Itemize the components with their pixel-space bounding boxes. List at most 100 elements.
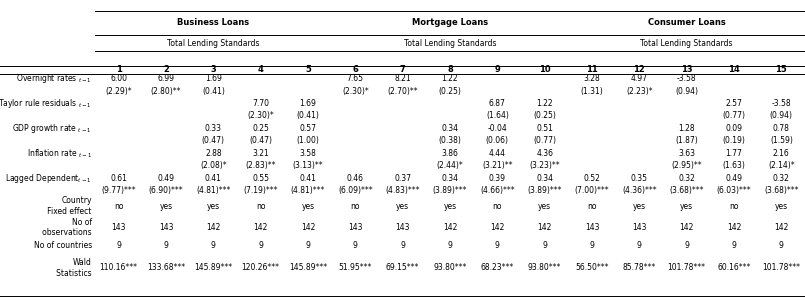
Text: 3.86: 3.86 [442, 149, 458, 158]
Text: Total Lending Standards: Total Lending Standards [404, 39, 496, 48]
Text: 1.28: 1.28 [679, 124, 695, 133]
Text: 110.16***: 110.16*** [100, 263, 138, 272]
Text: (2.95)**: (2.95)** [671, 161, 702, 170]
Text: (1.63): (1.63) [723, 161, 745, 170]
Text: 9: 9 [589, 241, 594, 250]
Text: 143: 143 [632, 223, 646, 232]
Text: 9: 9 [543, 241, 547, 250]
Text: 15: 15 [775, 65, 787, 74]
Text: 56.50***: 56.50*** [576, 263, 609, 272]
Text: (2.08)*: (2.08)* [200, 161, 227, 170]
Text: 142: 142 [727, 223, 741, 232]
Text: 0.49: 0.49 [158, 174, 175, 183]
Text: 9: 9 [732, 241, 737, 250]
Text: Total Lending Standards: Total Lending Standards [167, 39, 259, 48]
Text: 0.33: 0.33 [204, 124, 222, 133]
Text: 0.34: 0.34 [536, 174, 553, 183]
Text: (4.81)***: (4.81)*** [196, 186, 230, 195]
Text: (0.94): (0.94) [675, 87, 698, 96]
Text: 9: 9 [400, 241, 405, 250]
Text: (9.77)***: (9.77)*** [101, 186, 136, 195]
Text: 0.35: 0.35 [631, 174, 648, 183]
Text: -0.04: -0.04 [488, 124, 507, 133]
Text: (2.83)**: (2.83)** [246, 161, 276, 170]
Text: 93.80***: 93.80*** [433, 263, 467, 272]
Text: 9: 9 [353, 241, 357, 250]
Text: 101.78***: 101.78*** [667, 263, 706, 272]
Text: 0.32: 0.32 [773, 174, 790, 183]
Text: 2.57: 2.57 [725, 99, 742, 108]
Text: 1: 1 [116, 65, 122, 74]
Text: (2.70)**: (2.70)** [387, 87, 418, 96]
Text: (0.47): (0.47) [202, 136, 225, 145]
Text: 9: 9 [779, 241, 784, 250]
Text: (0.41): (0.41) [202, 87, 225, 96]
Text: 145.89***: 145.89*** [289, 263, 327, 272]
Text: 0.34: 0.34 [441, 124, 459, 133]
Text: 93.80***: 93.80*** [528, 263, 561, 272]
Text: yes: yes [301, 202, 315, 211]
Text: (4.81)***: (4.81)*** [291, 186, 325, 195]
Text: 0.61: 0.61 [110, 174, 127, 183]
Text: 0.09: 0.09 [725, 124, 742, 133]
Text: 120.26***: 120.26*** [242, 263, 279, 272]
Text: 9: 9 [684, 241, 689, 250]
Text: 9: 9 [494, 65, 500, 74]
Text: (0.38): (0.38) [439, 136, 461, 145]
Text: 9: 9 [211, 241, 216, 250]
Text: no: no [350, 202, 360, 211]
Text: 4: 4 [258, 65, 263, 74]
Text: 0.52: 0.52 [584, 174, 601, 183]
Text: no: no [729, 202, 739, 211]
Text: no: no [114, 202, 123, 211]
Text: 60.16***: 60.16*** [717, 263, 751, 272]
Text: 7.70: 7.70 [252, 99, 269, 108]
Text: 1.69: 1.69 [205, 74, 221, 83]
Text: 142: 142 [443, 223, 457, 232]
Text: (1.59): (1.59) [770, 136, 793, 145]
Text: 9: 9 [637, 241, 642, 250]
Text: 6: 6 [353, 65, 358, 74]
Text: 0.34: 0.34 [441, 174, 459, 183]
Text: (4.83)***: (4.83)*** [386, 186, 420, 195]
Text: Mortgage Loans: Mortgage Loans [412, 18, 488, 27]
Text: (0.47): (0.47) [250, 136, 272, 145]
Text: (2.30)*: (2.30)* [247, 111, 274, 120]
Text: (0.77): (0.77) [533, 136, 556, 145]
Text: 51.95***: 51.95*** [339, 263, 372, 272]
Text: 143: 143 [584, 223, 599, 232]
Text: (1.31): (1.31) [580, 87, 604, 96]
Text: 3.63: 3.63 [678, 149, 696, 158]
Text: 142: 142 [490, 223, 505, 232]
Text: yes: yes [633, 202, 646, 211]
Text: (6.90)***: (6.90)*** [149, 186, 184, 195]
Text: 85.78***: 85.78*** [623, 263, 656, 272]
Text: 0.46: 0.46 [347, 174, 364, 183]
Text: 2.16: 2.16 [773, 149, 790, 158]
Text: Taylor rule residuals $_{t-1}$: Taylor rule residuals $_{t-1}$ [0, 97, 92, 110]
Text: (2.80)**: (2.80)** [151, 87, 181, 96]
Text: 145.89***: 145.89*** [194, 263, 233, 272]
Text: 5: 5 [305, 65, 311, 74]
Text: 0.41: 0.41 [205, 174, 221, 183]
Text: 3.21: 3.21 [252, 149, 269, 158]
Text: 11: 11 [586, 65, 598, 74]
Text: Consumer Loans: Consumer Loans [648, 18, 725, 27]
Text: yes: yes [774, 202, 788, 211]
Text: 8: 8 [447, 65, 453, 74]
Text: 9: 9 [495, 241, 500, 250]
Text: (0.25): (0.25) [439, 87, 461, 96]
Text: 6.87: 6.87 [489, 99, 506, 108]
Text: (1.00): (1.00) [296, 136, 320, 145]
Text: 9: 9 [306, 241, 311, 250]
Text: 4.36: 4.36 [536, 149, 553, 158]
Text: -3.58: -3.58 [677, 74, 696, 83]
Text: (3.68)***: (3.68)*** [764, 186, 799, 195]
Text: Lagged Dependent$_{t-1}$: Lagged Dependent$_{t-1}$ [6, 172, 92, 185]
Text: 1.22: 1.22 [536, 99, 553, 108]
Text: (2.29)*: (2.29)* [105, 87, 132, 96]
Text: 68.23***: 68.23*** [481, 263, 514, 272]
Text: 0.78: 0.78 [773, 124, 790, 133]
Text: 0.49: 0.49 [725, 174, 742, 183]
Text: 3.58: 3.58 [299, 149, 316, 158]
